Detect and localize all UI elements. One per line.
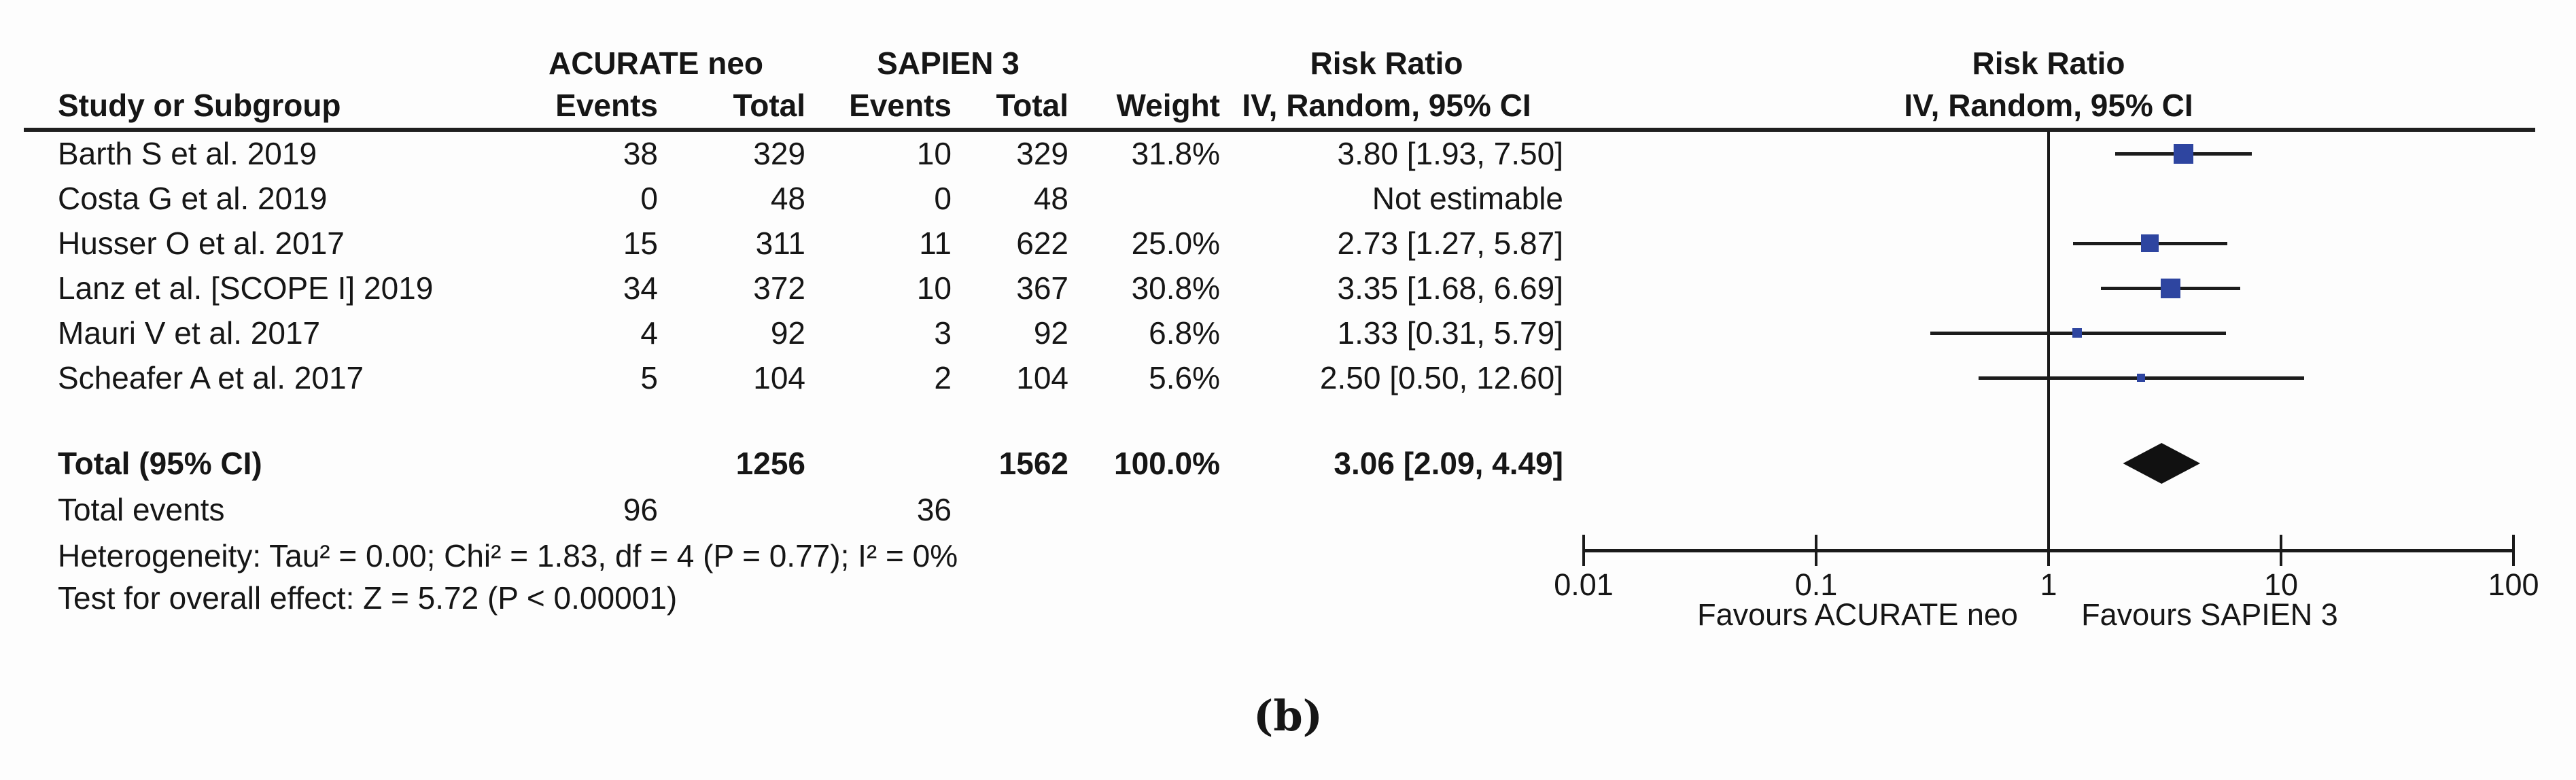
axis-tick-label: 0.1 [1794, 567, 1838, 602]
study-events2: 2 [934, 360, 952, 395]
figure-caption: (b) [1253, 691, 1323, 741]
total-events-label: Total events [58, 492, 225, 527]
events2-column-header: Events [849, 88, 952, 123]
effect-size-square [2161, 278, 2181, 298]
axis-tick-label: 100 [2488, 567, 2539, 602]
study-name: Lanz et al. [SCOPE I] 2019 [58, 270, 434, 306]
study-total1: 372 [753, 270, 805, 306]
study-rr-ci: Not estimable [1372, 181, 1563, 216]
study-weight: 6.8% [1149, 315, 1220, 351]
axis-tick [2047, 535, 2050, 566]
study-events1: 38 [623, 136, 658, 171]
total-rr-ci: 3.06 [2.09, 4.49] [1334, 446, 1563, 481]
favours-left-label: Favours ACURATE neo [1697, 597, 2018, 632]
total-n-group2: 1562 [998, 446, 1068, 481]
group1-header: ACURATE neo [548, 46, 764, 81]
overall-effect-text: Test for overall effect: Z = 5.72 (P < 0… [58, 580, 678, 616]
total-events-group2: 36 [916, 492, 952, 527]
effect-size-square [2072, 328, 2083, 338]
study-total2: 92 [1033, 315, 1068, 351]
study-events2: 11 [919, 226, 952, 261]
study-name: Husser O et al. 2017 [58, 226, 345, 261]
axis-tick [2512, 535, 2515, 566]
study-column-header: Study or Subgroup [58, 88, 341, 123]
study-total1: 329 [753, 136, 805, 171]
header-separator-line [24, 128, 2535, 132]
study-total1: 92 [770, 315, 805, 351]
study-rr-ci: 3.35 [1.68, 6.69] [1337, 270, 1564, 306]
favours-right-label: Favours SAPIEN 3 [2081, 597, 2338, 632]
pooled-effect-diamond [2123, 443, 2201, 484]
axis-tick-label: 0.01 [1554, 567, 1614, 602]
study-events1: 5 [640, 360, 658, 395]
effect-size-square [2141, 234, 2159, 252]
total-events-group1: 96 [623, 492, 658, 527]
study-total2: 104 [1016, 360, 1068, 395]
total-n-group1: 1256 [735, 446, 805, 481]
events1-column-header: Events [555, 88, 658, 123]
study-name: Barth S et al. 2019 [58, 136, 317, 171]
axis-tick-label: 10 [2263, 567, 2299, 602]
study-events2: 0 [934, 181, 952, 216]
study-total2: 622 [1016, 226, 1068, 261]
study-events1: 0 [640, 181, 658, 216]
study-name: Mauri V et al. 2017 [58, 315, 321, 351]
risk-ratio-plot-title: Risk Ratio [1972, 46, 2125, 81]
axis-tick-label: 1 [2040, 567, 2057, 602]
total2-column-header: Total [996, 88, 1068, 123]
group2-header: SAPIEN 3 [877, 46, 1020, 81]
study-rr-ci: 1.33 [0.31, 5.79] [1337, 315, 1564, 351]
study-name: Scheafer A et al. 2017 [58, 360, 364, 395]
total1-column-header: Total [733, 88, 805, 123]
study-events1: 4 [640, 315, 658, 351]
study-total1: 311 [755, 226, 805, 261]
study-total2: 329 [1016, 136, 1068, 171]
total-label: Total (95% CI) [58, 446, 262, 481]
effect-size-square [2137, 374, 2146, 382]
axis-tick [1582, 535, 1585, 566]
study-events1: 34 [623, 270, 658, 306]
weight-column-header: Weight [1116, 88, 1220, 123]
heterogeneity-text: Heterogeneity: Tau² = 0.00; Chi² = 1.83,… [58, 538, 958, 573]
study-events2: 10 [916, 136, 952, 171]
effect-size-square [2173, 143, 2193, 164]
study-weight: 5.6% [1149, 360, 1220, 395]
study-weight: 30.8% [1131, 270, 1220, 306]
study-total2: 48 [1033, 181, 1068, 216]
study-weight: 31.8% [1131, 136, 1220, 171]
total-weight: 100.0% [1113, 446, 1220, 481]
study-events2: 3 [934, 315, 952, 351]
no-effect-line [2047, 131, 2050, 552]
risk-ratio-column-subtitle: IV, Random, 95% CI [1242, 88, 1531, 123]
study-name: Costa G et al. 2019 [58, 181, 328, 216]
study-rr-ci: 2.50 [0.50, 12.60] [1319, 360, 1563, 395]
study-total1: 48 [770, 181, 805, 216]
study-events2: 10 [916, 270, 952, 306]
study-total1: 104 [753, 360, 805, 395]
study-rr-ci: 3.80 [1.93, 7.50] [1337, 136, 1564, 171]
axis-tick [1815, 535, 1817, 566]
risk-ratio-column-title: Risk Ratio [1310, 46, 1463, 81]
axis-tick [2280, 535, 2282, 566]
study-rr-ci: 2.73 [1.27, 5.87] [1337, 226, 1564, 261]
study-total2: 367 [1016, 270, 1068, 306]
study-weight: 25.0% [1131, 226, 1220, 261]
risk-ratio-plot-subtitle: IV, Random, 95% CI [1904, 88, 2193, 123]
study-events1: 15 [623, 226, 658, 261]
